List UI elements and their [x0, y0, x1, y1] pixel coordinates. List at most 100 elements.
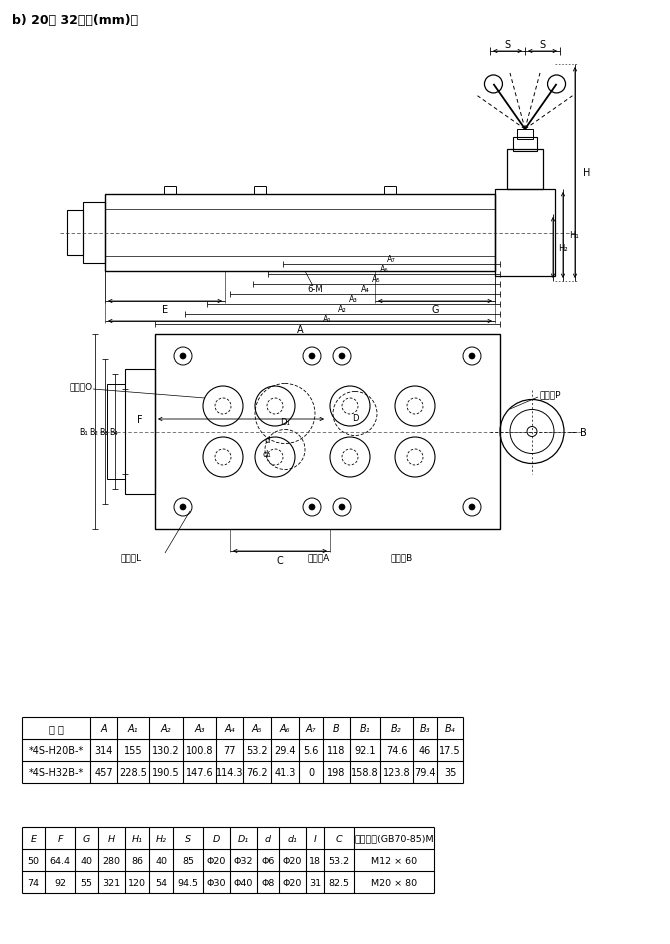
Text: 118: 118	[328, 745, 346, 755]
Text: 198: 198	[328, 767, 346, 777]
Text: A₇: A₇	[306, 723, 316, 733]
Text: Φ40: Φ40	[234, 878, 253, 886]
Text: A₃: A₃	[349, 295, 358, 303]
Text: 6-M: 6-M	[307, 285, 323, 295]
Text: B₂: B₂	[89, 428, 98, 436]
Text: 31: 31	[309, 878, 321, 886]
Text: B₃: B₃	[99, 428, 108, 436]
Circle shape	[180, 354, 186, 360]
Text: M20 × 80: M20 × 80	[371, 878, 417, 886]
Text: 泻油口L: 泻油口L	[120, 553, 141, 562]
Bar	[517, 130, 533, 140]
Text: A₄: A₄	[224, 723, 234, 733]
Text: H₂: H₂	[558, 244, 567, 253]
Text: d: d	[264, 435, 270, 445]
Text: E: E	[162, 305, 168, 314]
Text: Φ32: Φ32	[234, 855, 253, 865]
Text: D₁: D₁	[280, 417, 290, 427]
Text: 79.4: 79.4	[414, 767, 436, 777]
Text: 5.6: 5.6	[304, 745, 319, 755]
Text: A₇: A₇	[387, 254, 396, 263]
Text: 46: 46	[419, 745, 431, 755]
Text: E: E	[31, 834, 36, 843]
Bar	[67, 211, 83, 256]
Text: 120: 120	[128, 878, 146, 886]
Text: H₁: H₁	[131, 834, 143, 843]
Circle shape	[469, 504, 475, 511]
Text: 85: 85	[182, 855, 194, 865]
Text: d₁: d₁	[287, 834, 297, 843]
Text: H₂: H₂	[155, 834, 166, 843]
Text: Φ8: Φ8	[261, 878, 275, 886]
Bar	[125, 370, 155, 495]
Text: 92: 92	[54, 878, 66, 886]
Text: A: A	[100, 723, 107, 733]
Text: 29.4: 29.4	[274, 745, 295, 755]
Text: 工作口B: 工作口B	[391, 553, 413, 562]
Text: I: I	[314, 834, 316, 843]
Text: B: B	[333, 723, 340, 733]
Text: 41.3: 41.3	[274, 767, 295, 777]
Circle shape	[309, 354, 315, 360]
Text: D₁: D₁	[238, 834, 249, 843]
Text: 安装螺栓(GB70-85)M: 安装螺栓(GB70-85)M	[354, 834, 433, 843]
Text: b) 20、 32通径(mm)：: b) 20、 32通径(mm)：	[12, 14, 138, 27]
Text: 74.6: 74.6	[386, 745, 407, 755]
Text: B₁: B₁	[79, 428, 88, 436]
Text: 76.2: 76.2	[246, 767, 268, 777]
Text: S: S	[539, 40, 545, 50]
Text: 190.5: 190.5	[152, 767, 180, 777]
Text: 158.8: 158.8	[351, 767, 379, 777]
Text: 77: 77	[223, 745, 236, 755]
Bar	[507, 150, 543, 190]
Text: S: S	[185, 834, 191, 843]
Text: 工作口A: 工作口A	[308, 553, 330, 562]
Text: 130.2: 130.2	[152, 745, 180, 755]
Text: 35: 35	[444, 767, 456, 777]
Text: 123.8: 123.8	[383, 767, 410, 777]
Text: 280: 280	[103, 855, 121, 865]
Text: G: G	[431, 305, 439, 314]
Text: G: G	[83, 834, 90, 843]
Bar	[107, 384, 125, 480]
Circle shape	[309, 504, 315, 511]
Text: Φ20: Φ20	[283, 878, 302, 886]
Text: B₄: B₄	[445, 723, 456, 733]
Bar	[83, 203, 105, 263]
Text: S: S	[505, 40, 511, 50]
Text: 40: 40	[155, 855, 167, 865]
Text: 50: 50	[27, 855, 40, 865]
Text: 147.6: 147.6	[186, 767, 213, 777]
Text: 53.2: 53.2	[328, 855, 350, 865]
Text: 40: 40	[80, 855, 92, 865]
Text: B₄: B₄	[109, 428, 118, 436]
Text: 114.3: 114.3	[216, 767, 243, 777]
Bar	[495, 190, 555, 277]
Text: A₆: A₆	[380, 264, 389, 273]
Text: 进油口P: 进油口P	[540, 390, 561, 399]
Text: F: F	[137, 414, 143, 425]
Text: A₁: A₁	[128, 723, 138, 733]
Text: 94.5: 94.5	[178, 878, 198, 886]
Bar	[105, 194, 495, 272]
Text: D: D	[213, 834, 220, 843]
Text: C: C	[277, 555, 283, 565]
Circle shape	[180, 504, 186, 511]
Text: 55: 55	[80, 878, 92, 886]
Text: 64.4: 64.4	[50, 855, 70, 865]
Text: d₁: d₁	[263, 449, 271, 459]
Circle shape	[469, 354, 475, 360]
Text: D: D	[352, 413, 358, 423]
Text: A₂: A₂	[161, 723, 172, 733]
Text: 457: 457	[94, 767, 113, 777]
Text: B₁: B₁	[360, 723, 371, 733]
Text: *4S-H20B-*: *4S-H20B-*	[28, 745, 84, 755]
Text: 54: 54	[155, 878, 167, 886]
Text: Φ20: Φ20	[283, 855, 302, 865]
Text: 321: 321	[103, 878, 121, 886]
Text: B₂: B₂	[391, 723, 402, 733]
Text: B: B	[580, 427, 587, 437]
Text: M12 × 60: M12 × 60	[371, 855, 417, 865]
Text: 86: 86	[131, 855, 143, 865]
Text: 型 号: 型 号	[48, 723, 64, 733]
